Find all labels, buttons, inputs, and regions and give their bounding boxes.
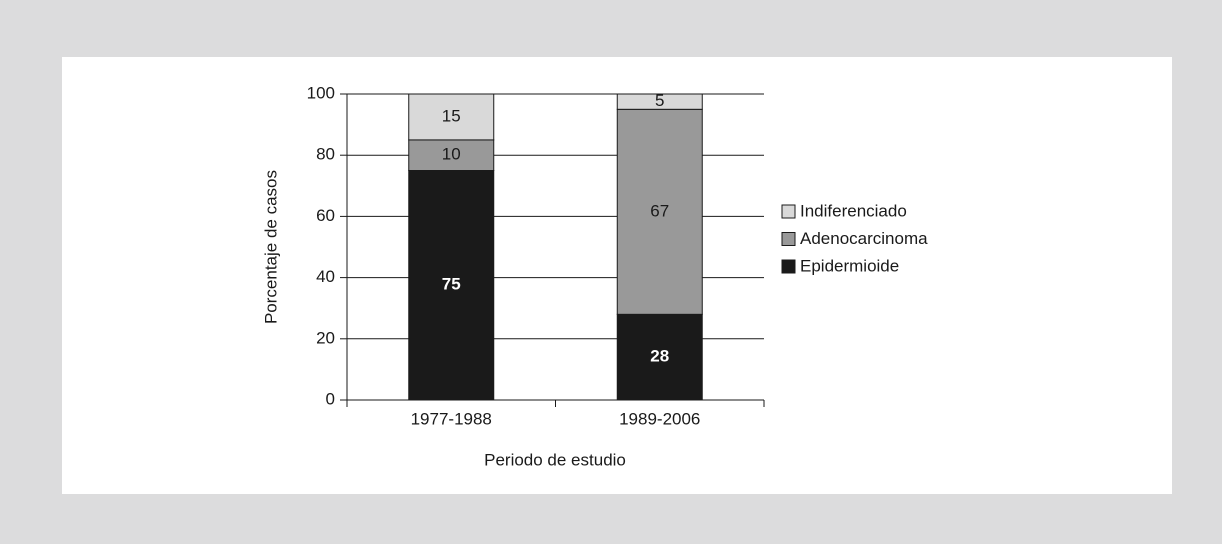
bar-segment xyxy=(408,139,495,171)
bar-segment xyxy=(616,313,703,401)
legend-swatch xyxy=(781,204,796,219)
y-tick-label: 80 xyxy=(316,145,335,164)
data-label: 67 xyxy=(650,201,669,220)
y-tick-label: 0 xyxy=(326,389,335,408)
data-label: 28 xyxy=(650,347,669,366)
y-tick-label: 20 xyxy=(316,328,335,347)
bar-segment xyxy=(616,93,703,110)
y-tick-label: 60 xyxy=(316,206,335,225)
bar-segment xyxy=(616,108,703,315)
x-axis-label: Periodo de estudio xyxy=(484,450,626,469)
x-tick-label: 1977-1988 xyxy=(411,409,492,428)
data-label: 5 xyxy=(655,91,664,110)
y-tick-label: 40 xyxy=(316,267,335,286)
y-axis-label: Porcentaje de casos xyxy=(261,170,280,324)
legend-label: Epidermioide xyxy=(800,256,899,275)
bar-segment xyxy=(408,93,495,141)
data-label: 75 xyxy=(442,275,461,294)
legend-label: Indiferenciado xyxy=(800,201,907,220)
data-label: 10 xyxy=(442,145,461,164)
legend-swatch xyxy=(781,259,796,274)
legend-label: Adenocarcinoma xyxy=(800,229,928,248)
data-label: 15 xyxy=(442,106,461,125)
x-tick-label: 1989-2006 xyxy=(619,409,700,428)
legend-swatch xyxy=(781,232,796,246)
y-tick-label: 100 xyxy=(307,83,335,102)
